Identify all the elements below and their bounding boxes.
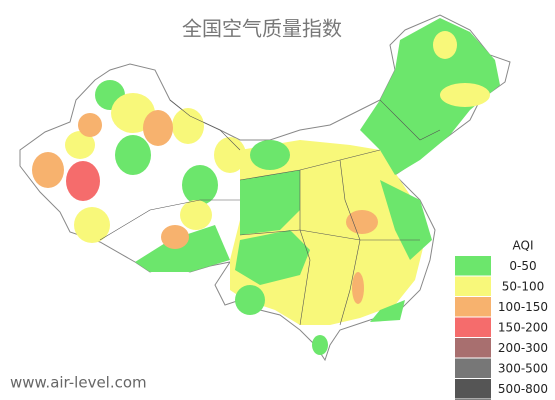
legend-label: 500-800 — [498, 382, 548, 396]
legend: AQI 0-50 50-100 100-150 150-200 200-300 300-5… — [453, 236, 555, 400]
legend-title: AQI — [513, 239, 534, 253]
unhealthy-sensitive-spots — [32, 110, 378, 304]
legend-swatch — [455, 317, 491, 337]
legend-swatch — [455, 379, 491, 399]
legend-label: 100-150 — [498, 300, 548, 314]
watermark: www.air-level.com — [10, 374, 147, 392]
legend-label: 50-100 — [502, 279, 545, 293]
legend-swatch — [455, 276, 491, 296]
legend-swatch — [455, 358, 491, 378]
province-borders — [99, 99, 441, 326]
legend-label: 200-300 — [498, 341, 548, 355]
legend-swatch — [455, 338, 491, 358]
legend-label: 0-50 — [509, 259, 536, 273]
legend-swatch — [455, 256, 491, 276]
map — [19, 14, 511, 362]
unhealthy-spot — [66, 161, 100, 201]
moderate-spots — [65, 31, 490, 243]
legend-label: 150-200 — [498, 320, 548, 334]
legend-label: 300-500 — [498, 361, 548, 375]
good-regions — [95, 18, 500, 355]
map-title: 全国空气质量指数 — [182, 17, 342, 41]
legend-swatch — [455, 297, 491, 317]
